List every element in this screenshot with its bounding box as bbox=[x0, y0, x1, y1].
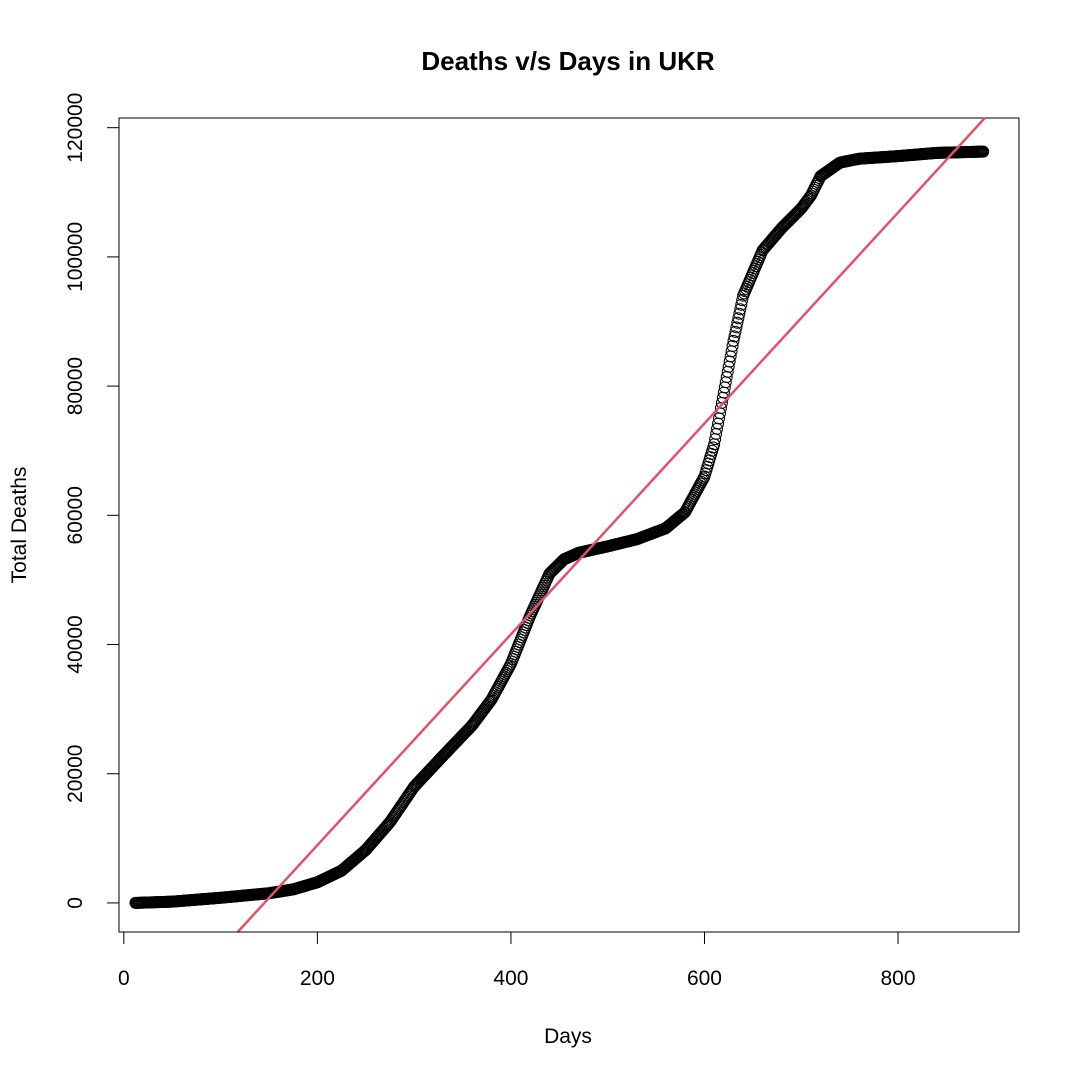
data-point bbox=[727, 334, 740, 347]
y-tick-label: 100000 bbox=[64, 222, 87, 292]
y-axis: 0 20000 40000 60000 80000 100000 120000 bbox=[64, 93, 120, 909]
x-axis-label: Days bbox=[544, 1025, 592, 1048]
x-tick-label: 0 bbox=[118, 967, 130, 990]
data-point bbox=[697, 472, 710, 485]
regression-line bbox=[236, 117, 986, 933]
plot-area-border bbox=[118, 117, 1020, 933]
data-point bbox=[726, 340, 739, 353]
chart-title: Deaths v/s Days in UKR bbox=[421, 46, 715, 76]
data-point bbox=[735, 298, 748, 311]
data-point bbox=[736, 294, 749, 307]
data-point bbox=[728, 330, 741, 343]
x-tick-label: 400 bbox=[493, 967, 528, 990]
data-point bbox=[977, 145, 990, 158]
data-point bbox=[676, 508, 689, 521]
y-tick-label: 120000 bbox=[64, 93, 87, 163]
y-tick-label: 20000 bbox=[64, 745, 87, 803]
x-axis: 0 200 400 600 800 bbox=[118, 931, 916, 990]
data-point bbox=[733, 307, 746, 320]
data-point bbox=[730, 321, 743, 334]
data-point bbox=[732, 312, 745, 325]
x-tick-label: 600 bbox=[687, 967, 722, 990]
x-tick-label: 800 bbox=[881, 967, 916, 990]
data-point bbox=[729, 325, 742, 338]
data-point bbox=[734, 303, 747, 316]
y-tick-label: 40000 bbox=[64, 615, 87, 673]
data-point bbox=[731, 316, 744, 329]
x-tick-label: 200 bbox=[300, 967, 335, 990]
y-tick-label: 60000 bbox=[64, 486, 87, 544]
y-axis-label: Total Deaths bbox=[8, 467, 31, 584]
y-tick-label: 0 bbox=[64, 897, 87, 909]
scatter-points bbox=[129, 145, 990, 909]
y-tick-label: 80000 bbox=[64, 357, 87, 415]
regression-line-group bbox=[236, 117, 986, 933]
